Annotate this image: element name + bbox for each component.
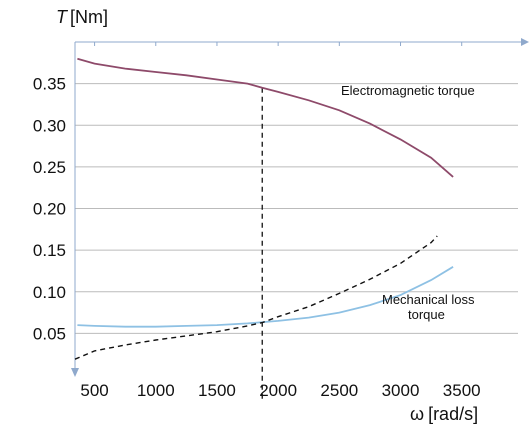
x-axis-symbol: ω [410,404,424,424]
series-electromagnetic-line [77,57,454,178]
top-axis-arrow [521,38,529,46]
y-tick-label: 0.10 [33,283,66,302]
tick-labels: 0.05 0.10 0.15 0.20 0.25 0.30 0.35 500 1000 1500 2… [33,75,481,400]
y-tick-label: 0.25 [33,158,66,177]
axes [71,38,529,377]
annotation-mechanical-loss-line2: torque [408,307,445,322]
y-tick-label: 0.20 [33,200,66,219]
annotation-mechanical-loss-line1: Mechanical loss [382,292,475,307]
y-tick-label: 0.05 [33,324,66,343]
x-axis-unit: [rad/s] [428,404,478,424]
annotation-electromagnetic-torque: Electromagnetic torque [341,83,475,98]
y-tick-label: 0.35 [33,75,66,94]
left-axis-arrow [71,368,79,377]
x-tick-label: 1000 [137,381,175,400]
y-axis-symbol: T [56,7,69,27]
x-axis-title: ω [rad/s] [410,404,478,424]
y-tick-label: 0.30 [33,116,66,135]
x-tick-label: 2500 [320,381,358,400]
x-tick-label: 1500 [198,381,236,400]
x-tick-label: 3500 [443,381,481,400]
y-axis-title: T [Nm] [56,7,108,27]
series-layer [74,57,454,402]
x-tick-label: 2000 [259,381,297,400]
y-tick-label: 0.15 [33,241,66,260]
series-dashed-line [74,235,438,360]
x-tick-label: 3000 [382,381,420,400]
y-axis-unit: [Nm] [70,7,108,27]
grid-lines [75,83,518,334]
x-tick-label: 500 [80,381,108,400]
